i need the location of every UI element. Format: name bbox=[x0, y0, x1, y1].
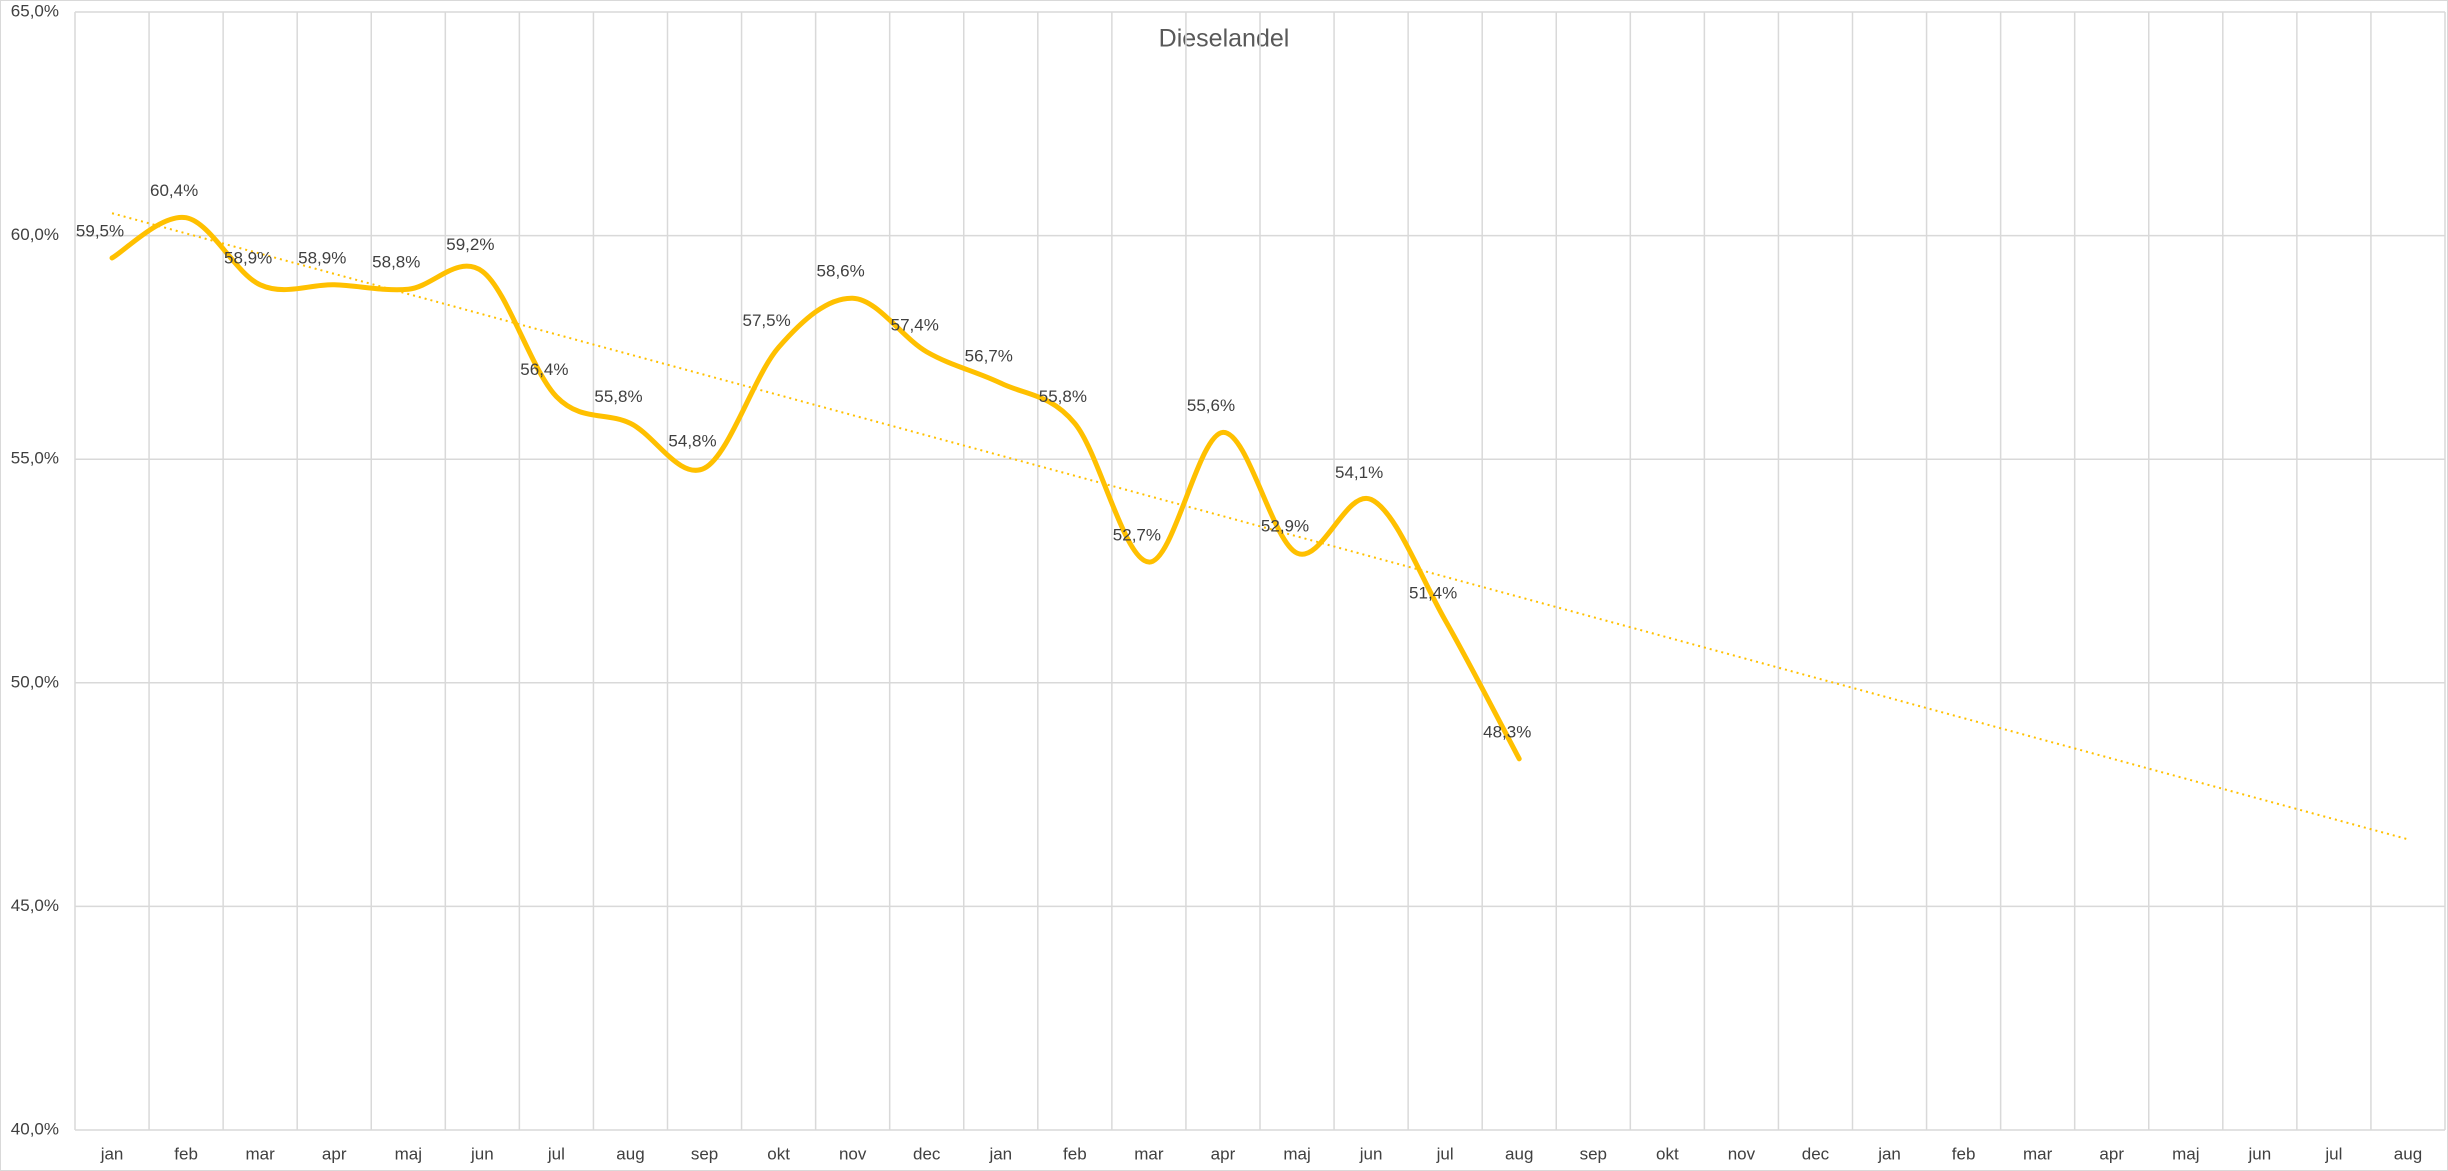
y-tick-label: 55,0% bbox=[11, 449, 59, 468]
data-label: 52,9% bbox=[1261, 517, 1309, 536]
data-label: 60,4% bbox=[150, 181, 198, 200]
x-tick-label: jan bbox=[988, 1144, 1012, 1163]
data-label: 58,9% bbox=[298, 248, 346, 267]
x-tick-label: maj bbox=[1283, 1144, 1310, 1163]
data-label: 52,7% bbox=[1113, 526, 1161, 545]
x-tick-label: maj bbox=[2172, 1144, 2199, 1163]
x-tick-label: aug bbox=[1505, 1144, 1533, 1163]
data-label: 55,8% bbox=[1039, 387, 1087, 406]
x-tick-label: apr bbox=[1211, 1144, 1236, 1163]
x-tick-label: apr bbox=[2099, 1144, 2124, 1163]
x-tick-label: okt bbox=[1656, 1144, 1679, 1163]
x-tick-label: jun bbox=[470, 1144, 494, 1163]
chart-title: Dieselandel bbox=[1159, 25, 1290, 53]
x-tick-label: okt bbox=[767, 1144, 790, 1163]
x-tick-label: jan bbox=[100, 1144, 124, 1163]
x-tick-label: sep bbox=[1580, 1144, 1607, 1163]
data-label: 55,6% bbox=[1187, 396, 1235, 415]
x-tick-label: jun bbox=[2248, 1144, 2272, 1163]
x-tick-label: feb bbox=[1063, 1144, 1087, 1163]
data-label: 58,8% bbox=[372, 253, 420, 272]
series-line bbox=[109, 215, 1522, 762]
x-tick-label: feb bbox=[174, 1144, 198, 1163]
x-tick-label: jul bbox=[2324, 1144, 2342, 1163]
data-label: 58,6% bbox=[817, 262, 865, 281]
x-tick-label: jul bbox=[547, 1144, 565, 1163]
x-tick-label: mar bbox=[1134, 1144, 1164, 1163]
x-tick-label: nov bbox=[1728, 1144, 1756, 1163]
trendline bbox=[111, 212, 2409, 841]
x-tick-label: nov bbox=[839, 1144, 867, 1163]
y-tick-label: 60,0% bbox=[11, 225, 59, 244]
y-tick-label: 45,0% bbox=[11, 896, 59, 915]
data-label: 56,4% bbox=[520, 360, 568, 379]
x-tick-label: feb bbox=[1952, 1144, 1976, 1163]
x-tick-label: aug bbox=[2394, 1144, 2422, 1163]
data-label: 48,3% bbox=[1483, 722, 1531, 741]
x-tick-label: dec bbox=[913, 1144, 941, 1163]
x-tick-label: mar bbox=[246, 1144, 276, 1163]
x-tick-label: mar bbox=[2023, 1144, 2053, 1163]
data-label: 54,8% bbox=[668, 432, 716, 451]
y-tick-label: 40,0% bbox=[11, 1119, 59, 1138]
x-tick-label: maj bbox=[395, 1144, 422, 1163]
data-label: 55,8% bbox=[594, 387, 642, 406]
y-tick-label: 65,0% bbox=[11, 1, 59, 20]
y-tick-label: 50,0% bbox=[11, 672, 59, 691]
data-label: 59,2% bbox=[446, 235, 494, 254]
data-label: 56,7% bbox=[965, 347, 1013, 366]
x-tick-label: jul bbox=[1436, 1144, 1454, 1163]
x-tick-label: aug bbox=[616, 1144, 644, 1163]
x-tick-label: dec bbox=[1802, 1144, 1830, 1163]
data-label: 54,1% bbox=[1335, 463, 1383, 482]
x-tick-label: apr bbox=[322, 1144, 347, 1163]
data-label: 58,9% bbox=[224, 248, 272, 267]
data-label: 57,4% bbox=[891, 315, 939, 334]
x-tick-label: jun bbox=[1359, 1144, 1383, 1163]
data-label: 59,5% bbox=[76, 221, 124, 240]
data-label: 57,5% bbox=[742, 311, 790, 330]
x-tick-label: sep bbox=[691, 1144, 718, 1163]
data-label: 51,4% bbox=[1409, 584, 1457, 603]
x-tick-label: jan bbox=[1877, 1144, 1901, 1163]
